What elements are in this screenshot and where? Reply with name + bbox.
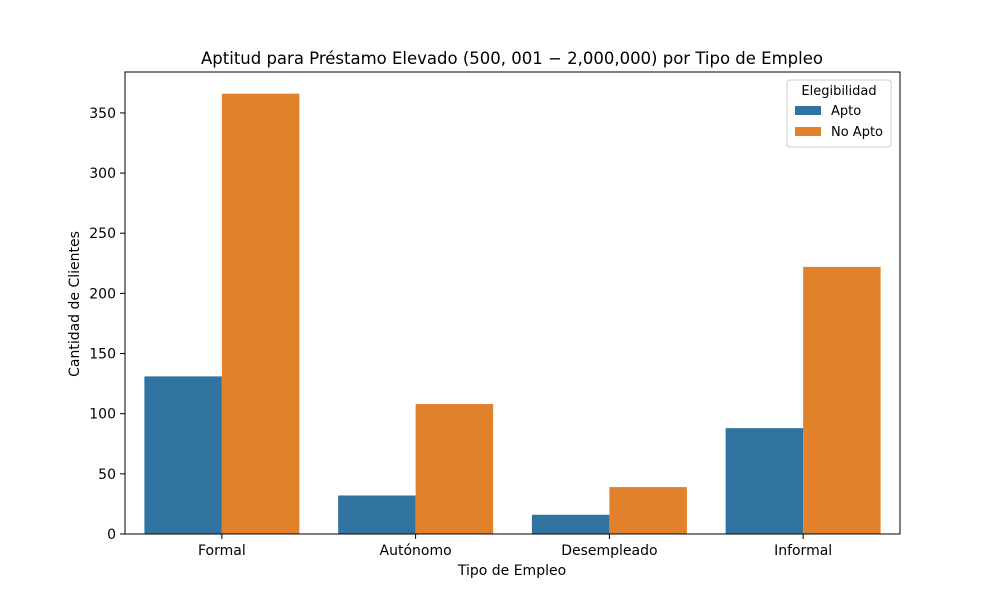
plot-frame [124, 71, 901, 535]
x-tick-label: Formal [198, 543, 246, 559]
plot-area [144, 93, 881, 535]
bar-informal-apto [725, 428, 804, 535]
legend-swatch-no-apto [795, 127, 821, 136]
x-tick-label: Informal [774, 543, 832, 559]
legend: Elegibilidad Apto No Apto [786, 79, 892, 148]
x-axis: Formal Autónomo Desempleado Informal [198, 534, 832, 559]
bar-autonomo-apto [338, 495, 416, 534]
legend-label-apto: Apto [831, 104, 861, 119]
bar-formal-no-apto [221, 93, 300, 534]
x-tick-label: Desempleado [561, 543, 657, 559]
y-tick-label: 50 [98, 467, 116, 483]
bar-desempleado-no-apto [609, 487, 687, 534]
y-tick-label: 300 [89, 166, 116, 182]
y-tick-label: 0 [107, 527, 116, 543]
y-tick-label: 350 [89, 106, 116, 122]
y-tick-label: 150 [89, 347, 116, 363]
y-axis: 0 50 100 150 200 250 300 350 [89, 106, 125, 543]
y-tick-label: 250 [89, 226, 116, 242]
bar-formal-apto [144, 376, 222, 534]
x-tick-label: Autónomo [380, 543, 452, 559]
y-axis-label: Cantidad de Clientes [67, 231, 83, 377]
x-axis-label: Tipo de Empleo [457, 563, 566, 579]
legend-swatch-apto [795, 106, 821, 115]
legend-title: Elegibilidad [801, 84, 876, 99]
y-tick-label: 100 [89, 407, 116, 423]
chart-title: Aptitud para Préstamo Elevado (500, 001 … [201, 49, 823, 68]
bar-autonomo-no-apto [415, 404, 494, 534]
legend-label-no-apto: No Apto [831, 125, 883, 140]
y-tick-label: 200 [89, 286, 116, 302]
bar-desempleado-apto [531, 514, 610, 534]
bar-informal-no-apto [803, 266, 881, 534]
